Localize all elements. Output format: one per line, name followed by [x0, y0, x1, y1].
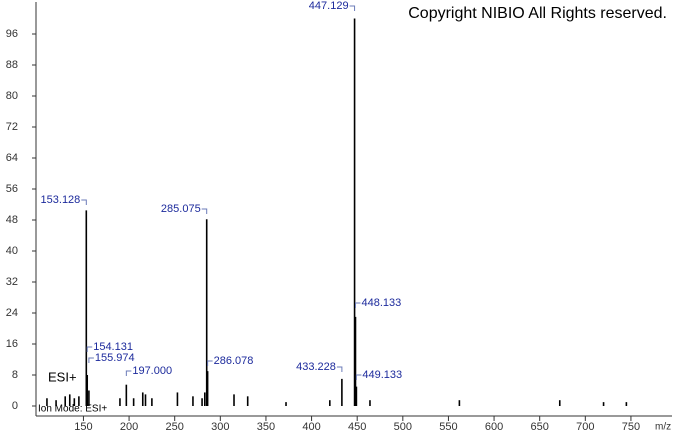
y-tick-label: 16 — [6, 338, 18, 350]
label-bracket — [86, 346, 93, 352]
x-tick-label: 400 — [302, 421, 320, 433]
y-tick-label: 96 — [6, 28, 18, 40]
x-tick-label: 450 — [348, 421, 366, 433]
x-tick-label: 700 — [576, 421, 594, 433]
x-tick-label: 300 — [211, 421, 229, 433]
y-tick-label: 0 — [12, 400, 18, 412]
peak-label: 447.129 — [309, 0, 349, 12]
copyright: Copyright NIBIO All Rights reserved. — [408, 5, 667, 22]
peak-label: 449.133 — [362, 369, 402, 381]
x-tick-label: 750 — [622, 421, 640, 433]
x-tick-label: 650 — [531, 421, 549, 433]
y-tick-label: 24 — [6, 307, 18, 319]
y-tick-label: 64 — [6, 152, 18, 164]
label-bracket — [354, 302, 361, 308]
peak-label: 286.078 — [214, 355, 254, 367]
peak-label: 153.128 — [41, 194, 81, 206]
y-tick-label: 56 — [6, 183, 18, 195]
label-bracket — [207, 360, 213, 366]
y-tick-label: 40 — [6, 245, 18, 257]
peak-label: 154.131 — [93, 341, 133, 353]
peak-label: 155.974 — [95, 352, 135, 364]
x-tick-label: 200 — [120, 421, 138, 433]
x-tick-label: 250 — [166, 421, 184, 433]
label-bracket — [336, 366, 343, 372]
x-tick-label: 600 — [485, 421, 503, 433]
x-tick-label: 500 — [394, 421, 412, 433]
y-tick-label: 88 — [6, 59, 18, 71]
y-tick-label: 48 — [6, 214, 18, 226]
label-bracket — [125, 370, 132, 376]
x-tick-label: 350 — [257, 421, 275, 433]
x-axis-label: m/z — [655, 422, 671, 433]
y-tick-label: 80 — [6, 90, 18, 102]
x-tick-label: 550 — [439, 421, 457, 433]
y-tick-label: 72 — [6, 121, 18, 133]
y-tick-label: 32 — [6, 276, 18, 288]
label-bracket — [201, 208, 208, 214]
x-tick-label: 150 — [74, 421, 92, 433]
ion-mode: Ion Mode: ESI+ — [38, 404, 107, 415]
label-bracket — [355, 374, 362, 380]
label-bracket — [88, 357, 94, 363]
mode-label: ESI+ — [48, 369, 77, 384]
y-tick-label: 8 — [12, 369, 18, 381]
peak-label: 433.228 — [296, 361, 336, 373]
peak-label: 285.075 — [161, 203, 201, 215]
label-bracket — [81, 199, 87, 205]
peak-label: 448.133 — [361, 297, 401, 309]
peak-label: 197.000 — [132, 365, 172, 377]
label-bracket — [349, 5, 356, 11]
